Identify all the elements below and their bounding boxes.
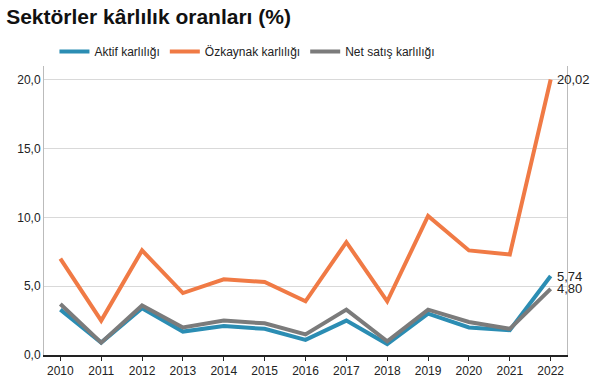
svg-text:2012: 2012 — [129, 364, 156, 378]
svg-text:2020: 2020 — [456, 364, 483, 378]
svg-text:10,0: 10,0 — [17, 211, 41, 225]
svg-text:4,80: 4,80 — [557, 281, 582, 296]
svg-text:2021: 2021 — [496, 364, 523, 378]
svg-text:2017: 2017 — [333, 364, 360, 378]
svg-text:2022: 2022 — [537, 364, 564, 378]
svg-text:Özkaynak karlılığı: Özkaynak karlılığı — [205, 45, 300, 59]
svg-text:20,0: 20,0 — [17, 73, 41, 87]
svg-text:20,02: 20,02 — [557, 72, 590, 87]
svg-text:2015: 2015 — [251, 364, 278, 378]
svg-text:Sektörler kârlılık oranları (%: Sektörler kârlılık oranları (%) — [6, 5, 291, 28]
svg-text:2014: 2014 — [210, 364, 237, 378]
svg-text:2011: 2011 — [88, 364, 114, 378]
svg-text:2018: 2018 — [374, 364, 401, 378]
svg-text:2019: 2019 — [415, 364, 442, 378]
svg-text:5,74: 5,74 — [557, 269, 582, 284]
svg-text:15,0: 15,0 — [17, 142, 41, 156]
svg-text:2010: 2010 — [47, 364, 74, 378]
svg-text:2016: 2016 — [292, 364, 319, 378]
svg-text:Net satış karlılığı: Net satış karlılığı — [345, 45, 434, 59]
svg-text:Aktif karlılığı: Aktif karlılığı — [94, 45, 159, 59]
svg-text:2013: 2013 — [170, 364, 197, 378]
svg-text:0,0: 0,0 — [24, 348, 41, 362]
svg-text:5,0: 5,0 — [24, 279, 41, 293]
